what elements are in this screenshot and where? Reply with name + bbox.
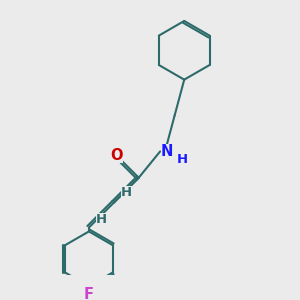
Text: H: H [177, 153, 188, 166]
Text: H: H [121, 186, 132, 200]
Text: O: O [111, 148, 123, 163]
Text: H: H [96, 213, 107, 226]
Text: N: N [161, 144, 173, 159]
Text: F: F [84, 286, 94, 300]
